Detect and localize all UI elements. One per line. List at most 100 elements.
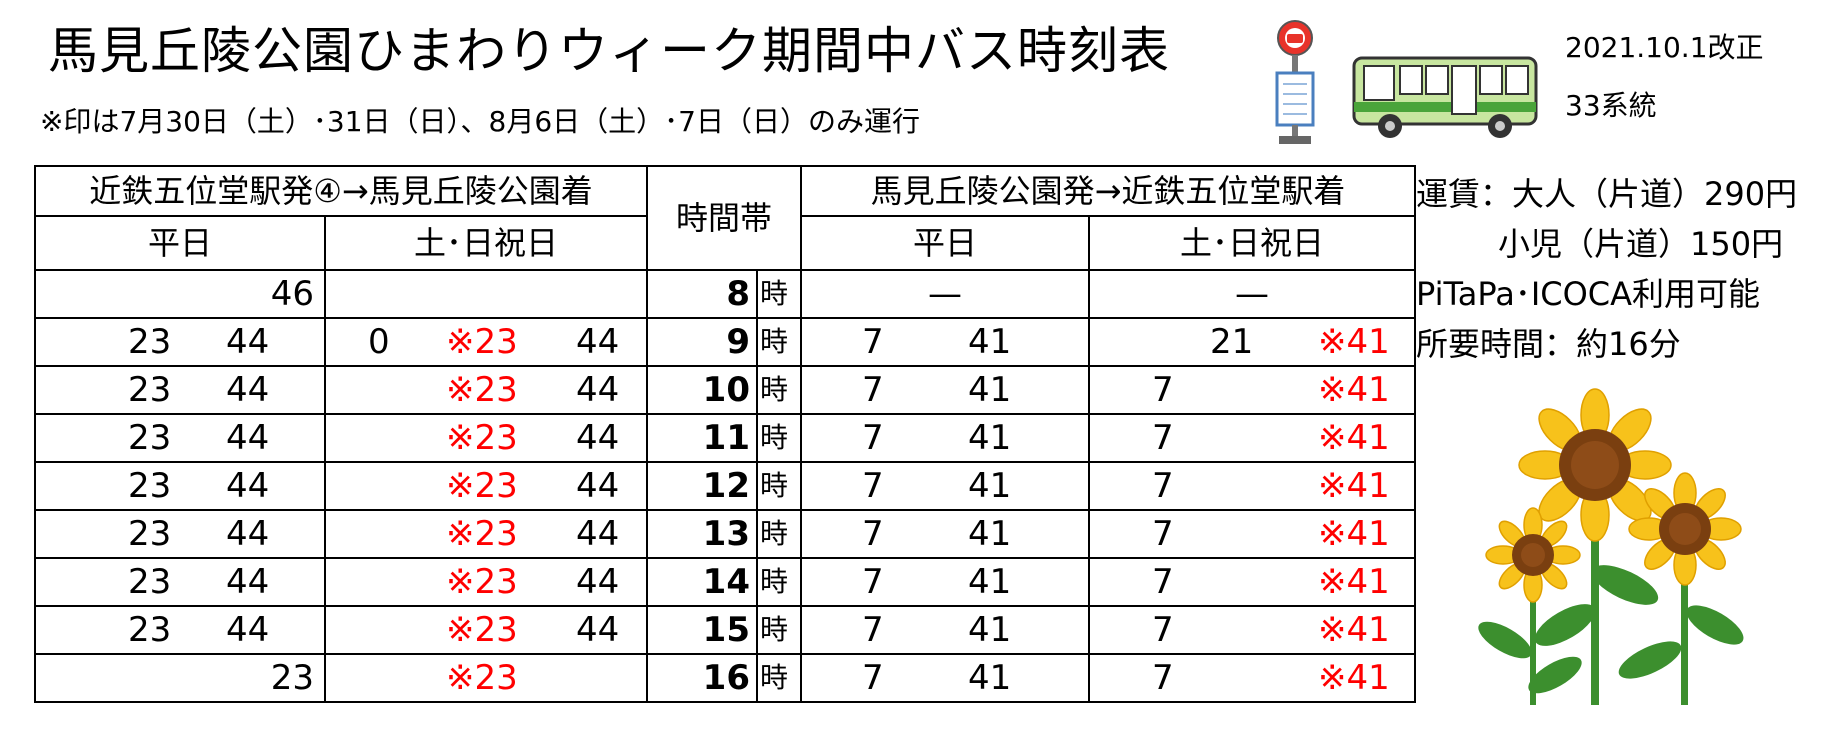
departure-minute: 44 [576, 418, 620, 458]
inbound-weekday-cell: 7 41 [800, 365, 1090, 415]
departure-minute: 41 [968, 562, 1012, 602]
inbound-weekday-cell: 7 41 [800, 461, 1090, 511]
hour-number: 11 [646, 413, 758, 463]
departure-minute: 7 [1152, 658, 1174, 698]
timetable-row: 23 44 ※23 44 13 時 7 41 7 ※41 [34, 509, 1416, 559]
no-service-dash: — [1235, 274, 1269, 314]
departure-minute: ※41 [1318, 466, 1390, 506]
hour-unit: 時 [756, 557, 802, 607]
departure-minute: ※41 [1318, 562, 1390, 602]
departure-minute: 44 [576, 322, 620, 362]
departure-minute: 44 [226, 610, 270, 650]
outbound-weekday-cell: 23 44 [34, 365, 326, 415]
departure-minute: 7 [1152, 418, 1174, 458]
departure-minute: 41 [968, 658, 1012, 698]
hour-unit: 時 [756, 605, 802, 655]
hour-unit: 時 [756, 269, 802, 319]
hour-number: 15 [646, 605, 758, 655]
inbound-holiday-cell: 21 ※41 [1088, 317, 1416, 367]
hour-unit: 時 [756, 461, 802, 511]
departure-minute: 7 [862, 370, 884, 410]
departure-minute: ※23 [446, 610, 518, 650]
sunflowers-illustration [1478, 388, 1744, 705]
departure-minute: 41 [968, 514, 1012, 554]
bus-icon [1352, 56, 1538, 138]
hour-number: 16 [646, 653, 758, 703]
outbound-holiday-cell: ※23 44 [324, 557, 648, 607]
departure-minute: ※23 [446, 514, 518, 554]
inbound-holiday-header: 土･日祝日 [1088, 215, 1416, 271]
departure-minute: 7 [1152, 562, 1174, 602]
outbound-holiday-cell: ※23 [324, 653, 648, 703]
inbound-holiday-cell: 7 ※41 [1088, 461, 1416, 511]
departure-minute: 41 [968, 466, 1012, 506]
hour-number: 12 [646, 461, 758, 511]
revision-date: 2021.10.1改正 [1565, 31, 1764, 64]
departure-minute: 23 [128, 370, 172, 410]
outbound-holiday-header: 土･日祝日 [324, 215, 648, 271]
outbound-header: 近鉄五位堂駅発④→馬見丘陵公園着 [34, 165, 648, 217]
outbound-weekday-header: 平日 [34, 215, 326, 271]
hour-number: 9 [646, 317, 758, 367]
departure-minute: 44 [226, 514, 270, 554]
outbound-holiday-cell: ※23 44 [324, 605, 648, 655]
departure-minute: 23 [270, 658, 314, 698]
departure-minute: 23 [128, 418, 172, 458]
departure-minute: 41 [968, 370, 1012, 410]
departure-minute: 23 [128, 466, 172, 506]
departure-minute: ※23 [446, 418, 518, 458]
inbound-holiday-cell: 7 ※41 [1088, 509, 1416, 559]
departure-minute: ※41 [1318, 658, 1390, 698]
outbound-holiday-cell: ※23 44 [324, 509, 648, 559]
route-number: 33系統 [1565, 89, 1657, 122]
departure-minute: 44 [576, 466, 620, 506]
departure-minute: ※41 [1318, 514, 1390, 554]
inbound-weekday-cell: 7 41 [800, 653, 1090, 703]
departure-minute: 44 [226, 370, 270, 410]
departure-minute: 7 [862, 466, 884, 506]
departure-minute: 7 [862, 562, 884, 602]
departure-minute: 44 [226, 562, 270, 602]
outbound-holiday-cell: 0 ※23 44 [324, 317, 648, 367]
departure-minute: 7 [1152, 466, 1174, 506]
departure-minute: ※41 [1318, 610, 1390, 650]
outbound-weekday-cell: 23 44 [34, 509, 326, 559]
hour-number: 8 [646, 269, 758, 319]
timetable-row: 23 ※23 16 時 7 41 7 ※41 [34, 653, 1416, 703]
timetable-row: 23 44 ※23 44 11 時 7 41 7 ※41 [34, 413, 1416, 463]
timetable-row: 23 44 ※23 44 15 時 7 41 7 ※41 [34, 605, 1416, 655]
inbound-holiday-cell: 7 ※41 [1088, 605, 1416, 655]
page-title: 馬見丘陵公園ひまわりウィーク期間中バス時刻表 [48, 22, 1170, 80]
inbound-header: 馬見丘陵公園発→近鉄五位堂駅着 [800, 165, 1416, 217]
fare-adult: 運賃：大人（片道）290円 [1416, 175, 1798, 213]
inbound-weekday-cell: 7 41 [800, 413, 1090, 463]
departure-minute: ※23 [446, 466, 518, 506]
departure-minute: ※23 [446, 370, 518, 410]
inbound-weekday-cell: — [800, 269, 1090, 319]
departure-minute: ※23 [446, 562, 518, 602]
hour-number: 10 [646, 365, 758, 415]
outbound-weekday-cell: 46 [34, 269, 326, 319]
inbound-holiday-cell: — [1088, 269, 1416, 319]
timetable-row: 23 44 ※23 44 14 時 7 41 7 ※41 [34, 557, 1416, 607]
fare-child: 小児（片道）150円 [1498, 225, 1784, 263]
timetable-row: 23 44 ※23 44 10 時 7 41 7 ※41 [34, 365, 1416, 415]
departure-minute: ※41 [1318, 370, 1390, 410]
outbound-weekday-cell: 23 44 [34, 605, 326, 655]
departure-minute: 7 [862, 322, 884, 362]
inbound-holiday-cell: 7 ※41 [1088, 413, 1416, 463]
outbound-weekday-cell: 23 44 [34, 317, 326, 367]
departure-minute: ※23 [446, 658, 518, 698]
departure-minute: 41 [968, 418, 1012, 458]
timetable-row: 23 44 0 ※23 44 9 時 7 41 21 ※41 [34, 317, 1416, 367]
outbound-weekday-cell: 23 44 [34, 557, 326, 607]
departure-minute: 7 [862, 610, 884, 650]
departure-minute: 7 [1152, 610, 1174, 650]
inbound-weekday-cell: 7 41 [800, 317, 1090, 367]
hour-unit: 時 [756, 365, 802, 415]
outbound-holiday-cell [324, 269, 648, 319]
inbound-holiday-cell: 7 ※41 [1088, 653, 1416, 703]
departure-minute: ※23 [446, 322, 518, 362]
outbound-holiday-cell: ※23 44 [324, 413, 648, 463]
timetable-row: 46 8 時 — — [34, 269, 1416, 319]
